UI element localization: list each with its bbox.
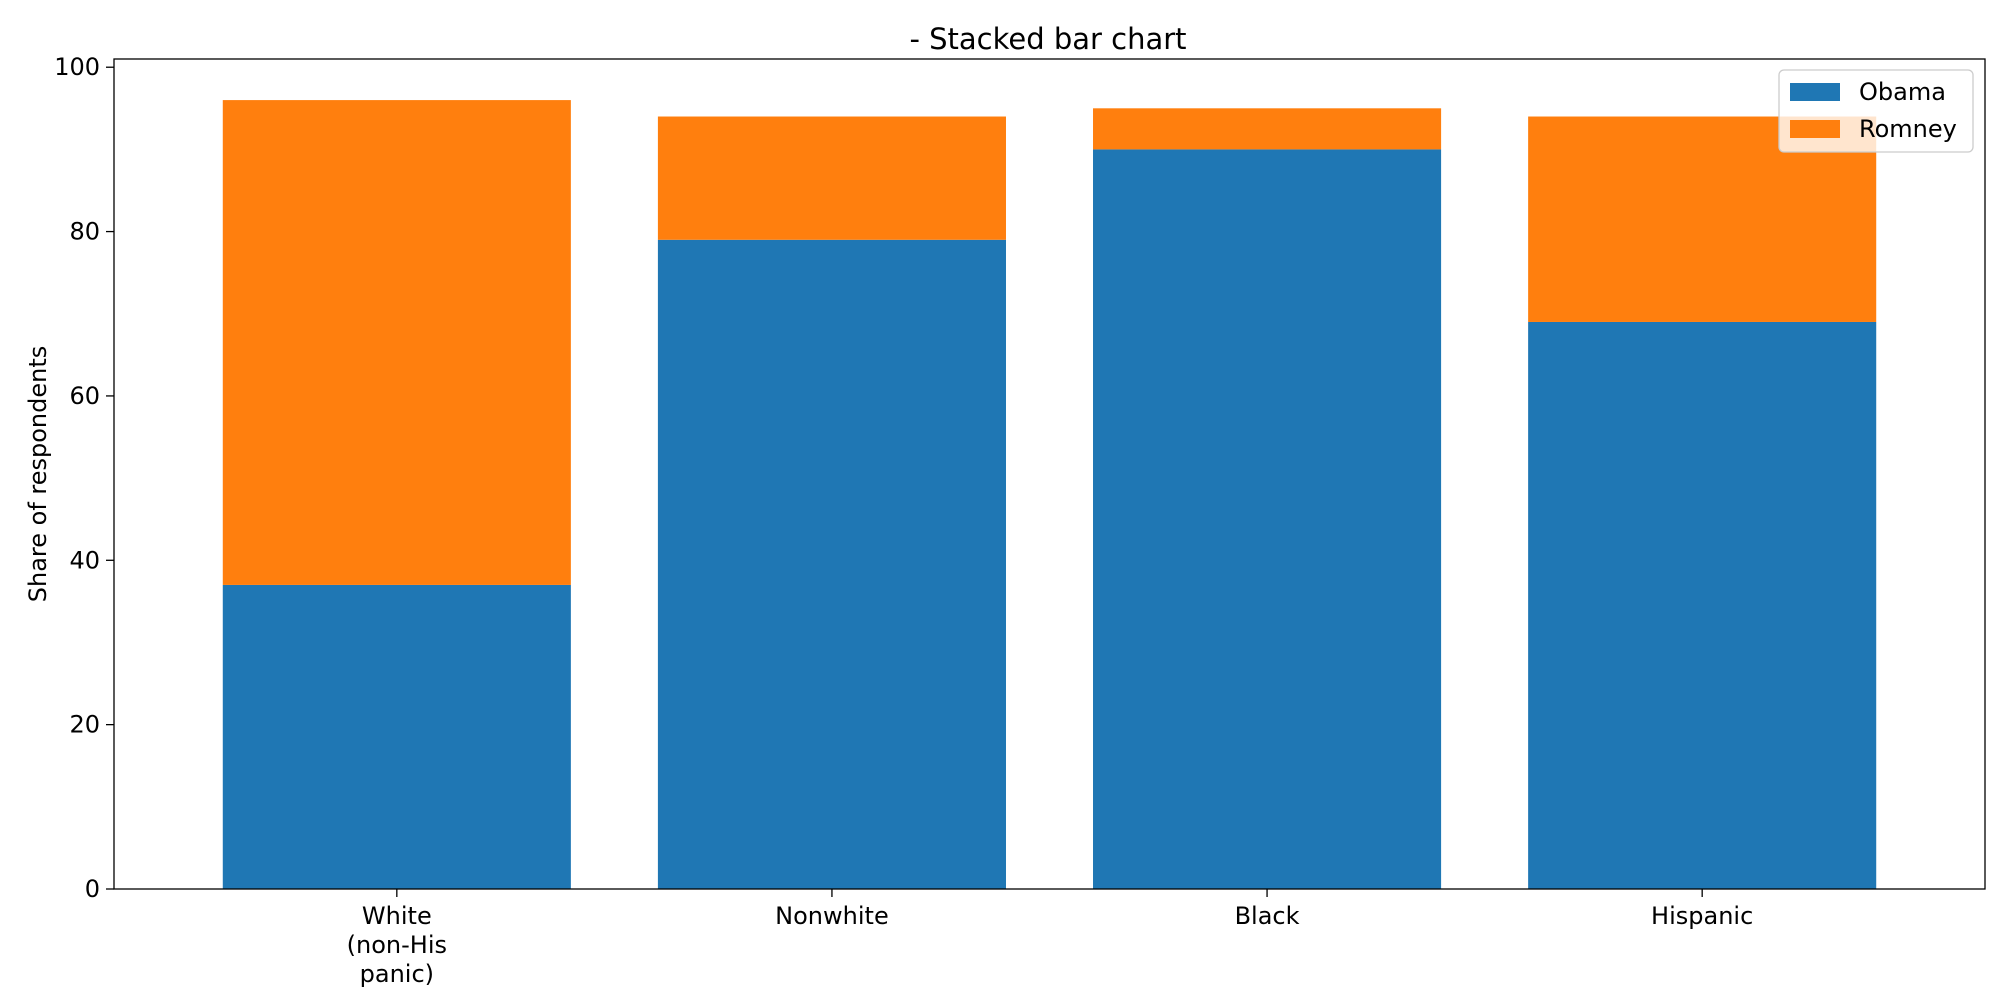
y-axis-label: Share of respondents <box>24 346 52 603</box>
legend-label-obama: Obama <box>1859 78 1946 106</box>
y-tick-label: 80 <box>69 218 100 246</box>
bars-layer <box>222 100 1877 890</box>
plot-frame <box>113 58 1986 890</box>
y-axis-ticks: 0 20 40 60 80 100 <box>54 53 114 903</box>
legend-swatch-obama <box>1790 83 1840 101</box>
x-tick-label-line: White <box>362 902 432 930</box>
bar-obama-0 <box>222 584 571 889</box>
x-tick-label-line: Nonwhite <box>775 902 889 930</box>
chart-title: - Stacked bar chart <box>909 22 1186 56</box>
bar-romney-2 <box>1093 108 1442 150</box>
x-axis-ticks: White (non-His panic) Nonwhite Black Hispanic <box>347 889 1753 988</box>
y-tick-label: 60 <box>69 382 100 410</box>
y-tick-label: 40 <box>69 546 100 574</box>
x-tick-label-line: (non-His <box>347 931 447 959</box>
x-tick-label-line: Hispanic <box>1651 902 1753 930</box>
y-tick-label: 20 <box>69 711 100 739</box>
legend: Obama Romney <box>1778 69 1974 153</box>
y-tick-label: 0 <box>85 875 100 903</box>
x-tick-label: White (non-His panic) <box>347 902 447 988</box>
legend-label-romney: Romney <box>1859 115 1957 143</box>
bar-romney-1 <box>657 116 1006 240</box>
bar-romney-0 <box>222 100 571 585</box>
x-tick-label-line: Black <box>1235 902 1300 930</box>
x-tick-label: Black <box>1235 902 1300 930</box>
bar-obama-1 <box>657 239 1006 890</box>
bar-obama-2 <box>1093 149 1442 889</box>
legend-swatch-romney <box>1790 120 1840 138</box>
x-tick-label: Hispanic <box>1651 902 1753 930</box>
y-tick-label: 100 <box>54 53 100 81</box>
bar-obama-3 <box>1528 321 1877 890</box>
x-tick-label: Nonwhite <box>775 902 889 930</box>
x-tick-label-line: panic) <box>360 960 434 988</box>
